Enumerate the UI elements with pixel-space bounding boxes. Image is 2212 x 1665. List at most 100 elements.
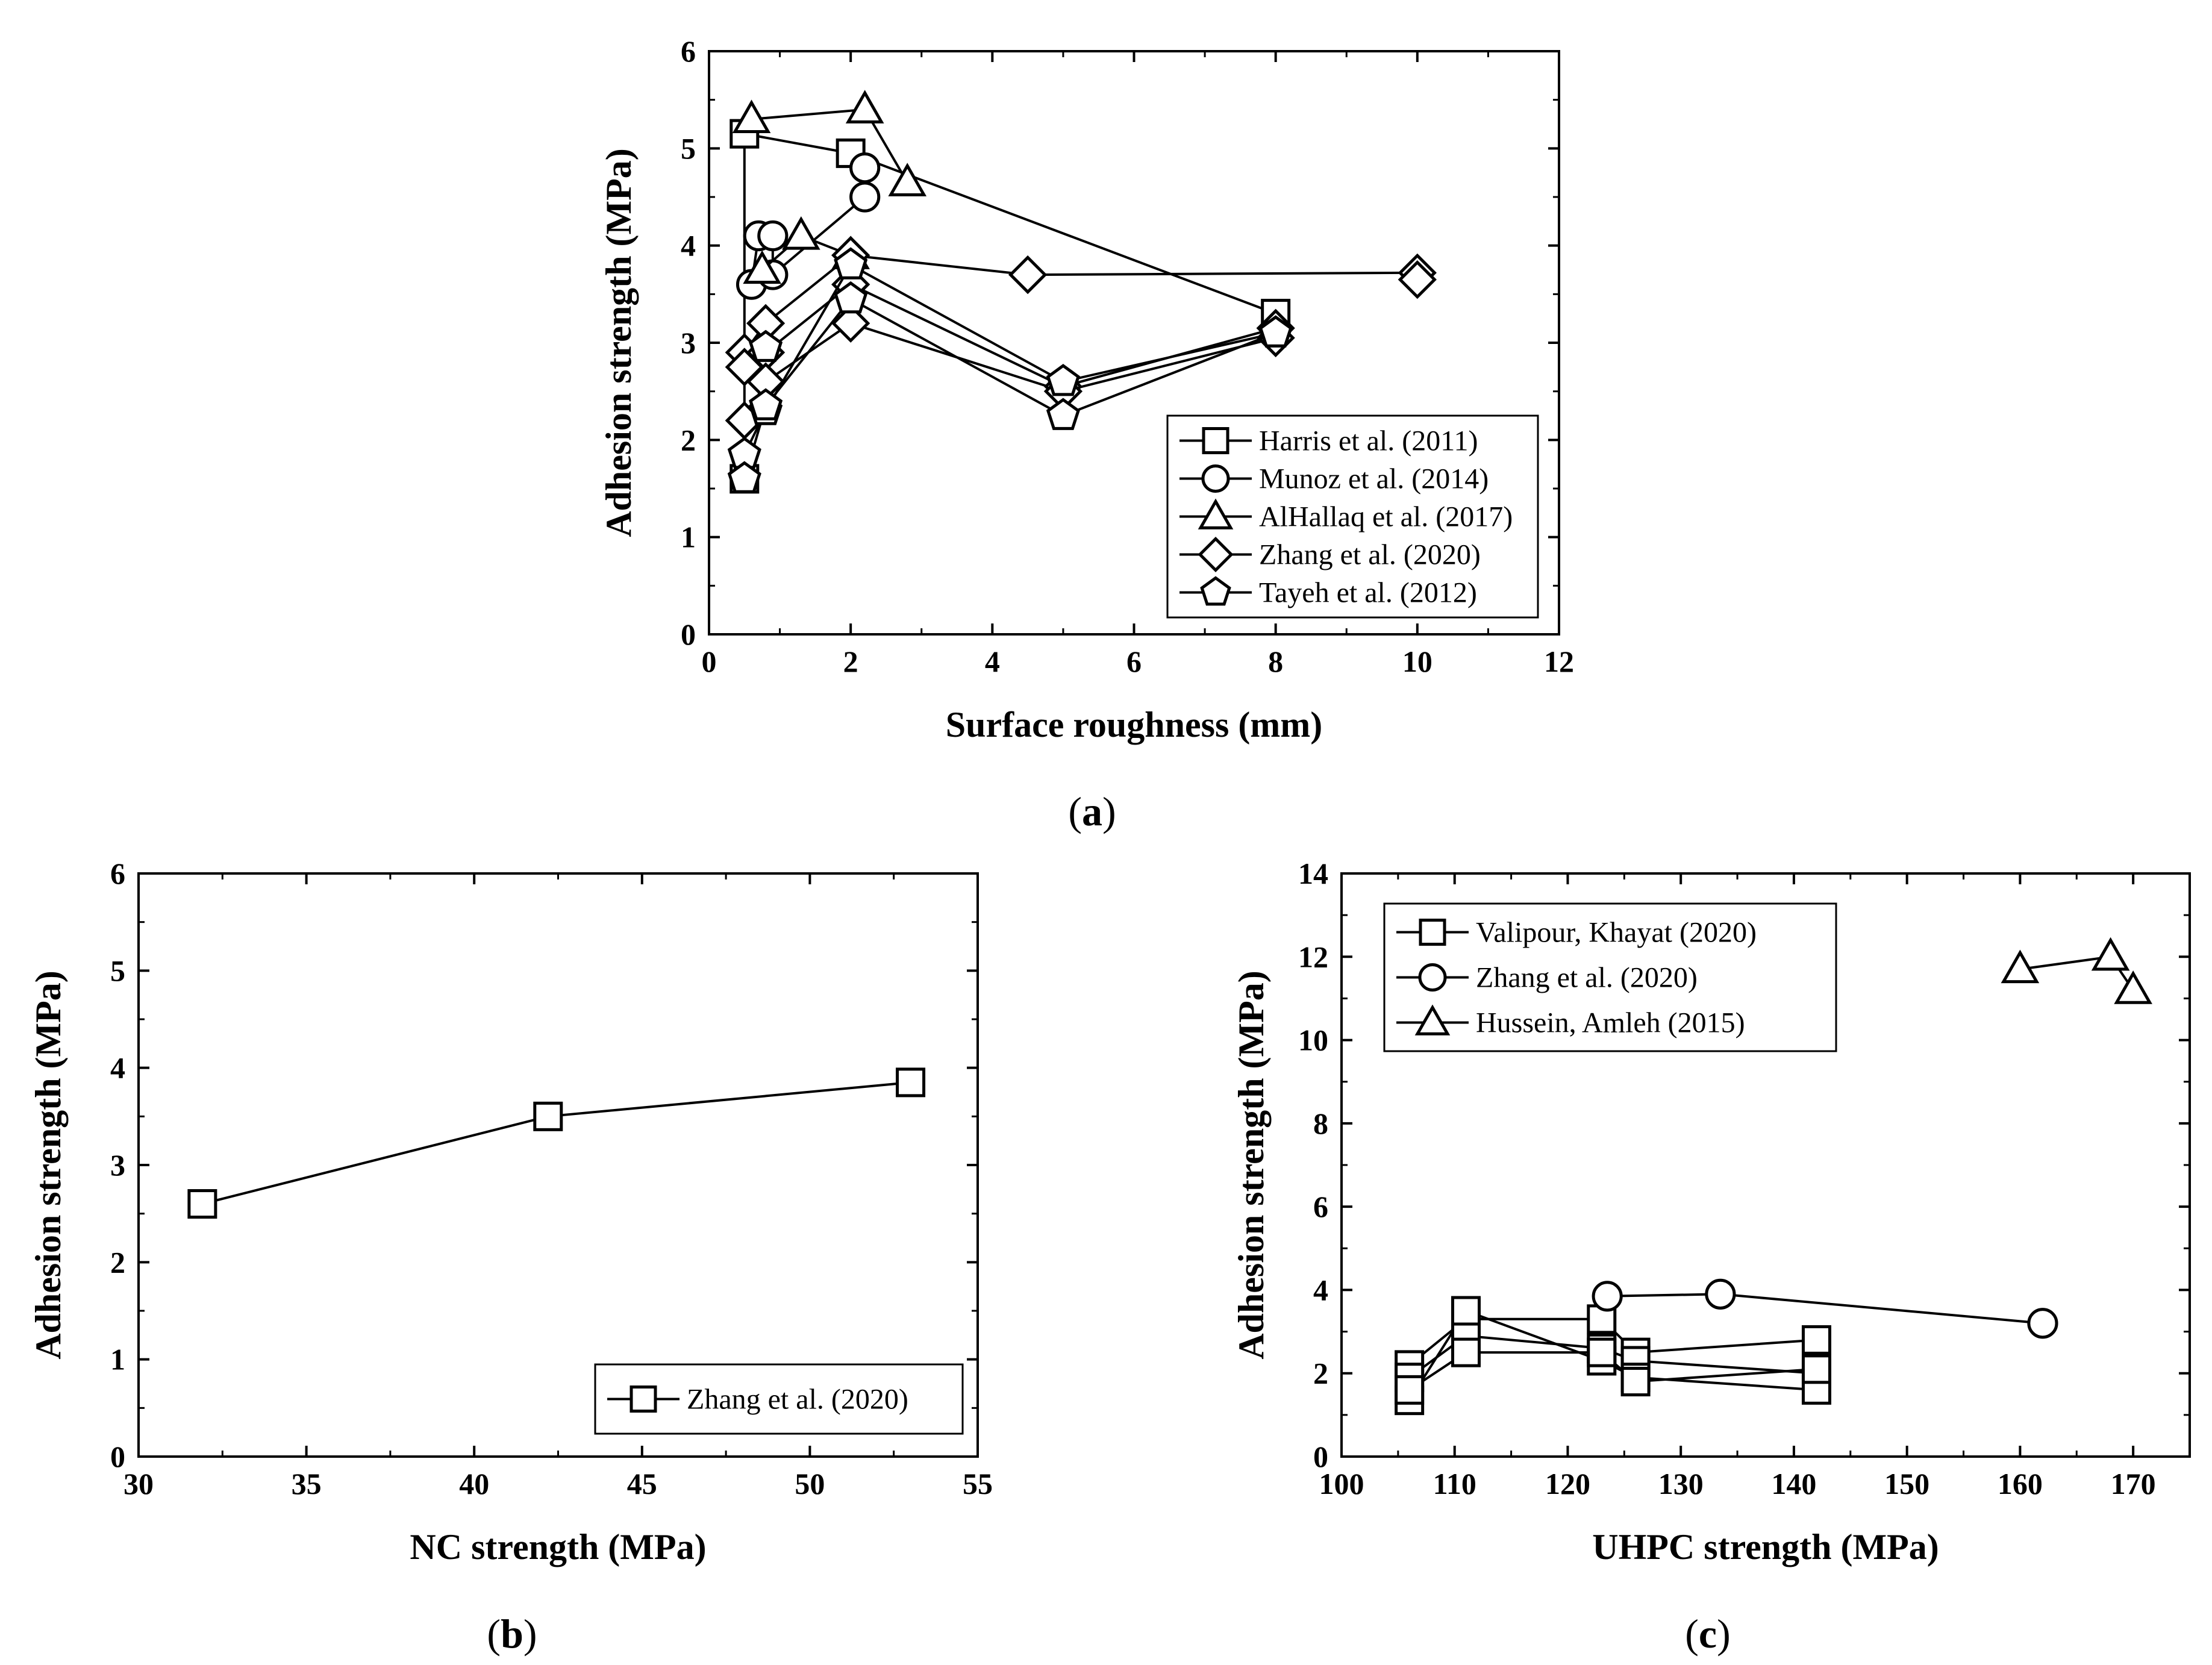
data-point-circle — [757, 220, 789, 252]
x-axis-title: Surface roughness (mm) — [946, 705, 1323, 745]
data-point-diamond — [1398, 260, 1437, 299]
x-tick-label: 30 — [123, 1467, 154, 1501]
data-point-triangle — [743, 250, 781, 284]
legend-label: Harris et al. (2011) — [1259, 425, 1478, 457]
data-point-pentagon — [834, 247, 868, 280]
series-zhang-et-al-2020 — [187, 1067, 926, 1219]
x-tick-label: 4 — [985, 645, 1000, 678]
legend: Valipour, Khayat (2020) Zhang et al. (202… — [1383, 902, 1837, 1052]
data-point-square — [1801, 1325, 1831, 1355]
legend-marker-square — [1202, 427, 1229, 454]
legend-marker-square — [630, 1385, 657, 1413]
panel-label: (b) — [487, 1611, 537, 1657]
data-point-circle — [849, 181, 881, 213]
legend-marker-triangle — [1414, 1004, 1451, 1036]
series-line — [1607, 1293, 2043, 1325]
data-point-triangle — [732, 99, 771, 134]
data-point-square — [1801, 1354, 1831, 1384]
series-line — [751, 108, 908, 183]
y-tick-label: 6 — [110, 857, 125, 890]
legend-label: Hussein, Amleh (2015) — [1476, 1007, 1745, 1039]
y-tick-label: 0 — [681, 617, 696, 651]
legend-label: Valipour, Khayat (2020) — [1476, 917, 1757, 949]
x-tick-label: 2 — [843, 645, 858, 678]
legend-marker-pentagon — [1200, 576, 1231, 606]
data-point-pentagon — [749, 388, 783, 420]
legend-label: Zhang et al. (2020) — [687, 1384, 908, 1416]
y-tick-label: 0 — [1313, 1440, 1328, 1473]
data-point-square — [533, 1101, 563, 1131]
y-tick-label: 5 — [110, 954, 125, 987]
panel-letter: b — [501, 1611, 523, 1657]
data-point-square — [1587, 1337, 1617, 1367]
panel-label: (a) — [1068, 789, 1116, 834]
data-point-diamond — [831, 304, 870, 343]
y-tick-label: 8 — [1313, 1107, 1328, 1140]
y-tick-label: 2 — [681, 423, 696, 457]
x-tick-label: 35 — [292, 1467, 322, 1501]
legend-label: AlHallaq et al. (2017) — [1259, 501, 1513, 533]
x-tick-label: 150 — [1884, 1467, 1929, 1501]
x-axis-title: NC strength (MPa) — [410, 1527, 706, 1567]
panel-letter: c — [1699, 1611, 1717, 1657]
data-point-triangle — [2091, 937, 2130, 971]
x-tick-label: 130 — [1658, 1467, 1704, 1501]
y-tick-label: 14 — [1298, 857, 1328, 890]
y-tick-label: 3 — [681, 326, 696, 360]
y-tick-label: 5 — [681, 131, 696, 165]
data-point-square — [1395, 1375, 1425, 1405]
panel-label: (c) — [1685, 1611, 1731, 1657]
x-tick-label: 6 — [1126, 645, 1142, 678]
y-tick-label: 10 — [1298, 1023, 1328, 1057]
x-tick-label: 50 — [795, 1467, 825, 1501]
data-point-circle — [849, 152, 881, 184]
series-alhallaq-et-al-2017 — [732, 90, 927, 284]
y-tick-label: 6 — [1313, 1190, 1328, 1223]
legend-marker-triangle — [1198, 498, 1234, 529]
data-point-pentagon — [834, 281, 868, 314]
x-tick-label: 40 — [459, 1467, 489, 1501]
legend-marker-diamond — [1198, 536, 1234, 573]
x-tick-label: 55 — [963, 1467, 993, 1501]
series-zhang-et-al-2020 — [1592, 1278, 2058, 1339]
data-point-diamond — [1008, 255, 1048, 295]
y-tick-label: 0 — [110, 1440, 125, 1473]
x-tick-label: 12 — [1544, 645, 1574, 678]
y-tick-label: 1 — [110, 1343, 125, 1376]
data-point-triangle — [2114, 970, 2152, 1004]
data-point-circle — [1705, 1278, 1736, 1310]
data-point-pentagon — [1258, 315, 1293, 348]
legend-label: Munoz et al. (2014) — [1259, 463, 1489, 495]
series-hussein-amleh-2015 — [2001, 937, 2152, 1004]
data-point-pentagon — [1046, 398, 1080, 430]
series-line — [743, 132, 1276, 479]
x-tick-label: 160 — [1998, 1467, 2043, 1501]
legend-marker-circle — [1201, 464, 1230, 493]
y-tick-label: 1 — [681, 520, 696, 554]
legend-marker-square — [1419, 919, 1446, 946]
legend-label: Zhang et al. (2020) — [1259, 539, 1481, 571]
chart-c: 100 110 120 130 140 150 160 170 0 2 4 6 8 10 12 14 UHPC … — [1231, 857, 2191, 1657]
data-point-triangle — [845, 90, 884, 123]
x-tick-label: 45 — [627, 1467, 657, 1501]
x-tick-label: 10 — [1402, 645, 1432, 678]
x-tick-label: 170 — [2111, 1467, 2156, 1501]
data-point-triangle — [888, 163, 927, 196]
data-point-square — [187, 1189, 217, 1219]
data-point-pentagon — [727, 461, 761, 493]
data-point-square — [1620, 1367, 1651, 1397]
y-tick-label: 3 — [110, 1148, 125, 1182]
data-point-circle — [1592, 1281, 1623, 1312]
series-line — [743, 283, 1276, 388]
data-point-triangle — [782, 216, 820, 250]
y-axis-title: Adhesion strength (MPa) — [28, 970, 68, 1360]
series-tayeh-et-al-2012 — [727, 247, 1293, 493]
data-point-triangle — [2001, 949, 2040, 984]
series-valipour-khayat-2020 — [1395, 1296, 1831, 1416]
x-axis-title: UHPC strength (MPa) — [1592, 1527, 1939, 1567]
y-axis-title: Adhesion strength (MPa) — [599, 148, 639, 537]
y-tick-label: 6 — [681, 34, 696, 68]
y-tick-label: 2 — [1313, 1357, 1328, 1390]
